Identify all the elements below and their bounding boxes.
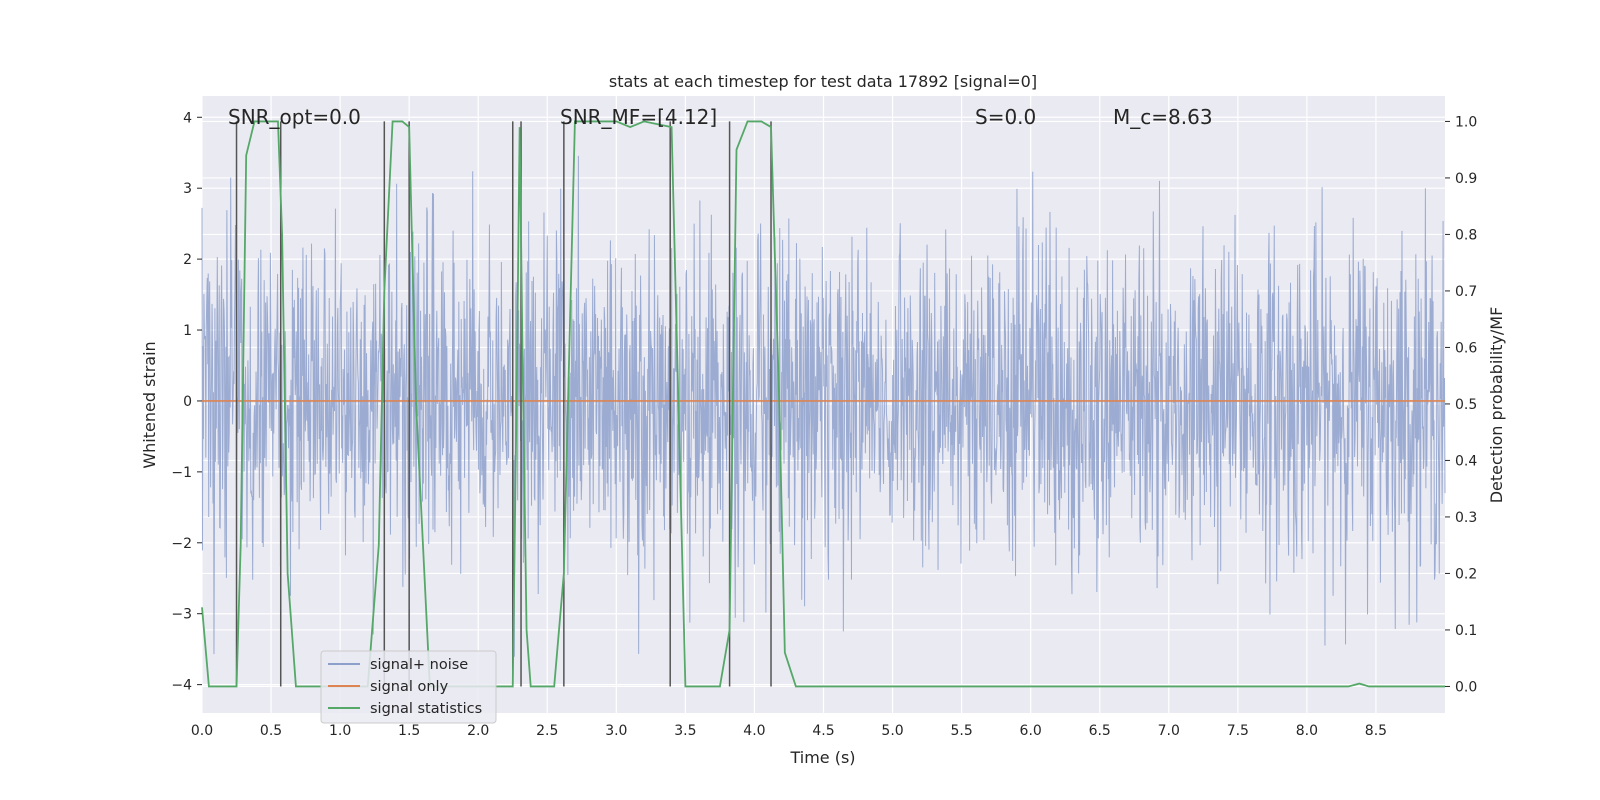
- x-axis-label: Time (s): [789, 748, 855, 767]
- x-tick-label: 0.5: [260, 723, 282, 739]
- y-tick-label: 1: [183, 323, 192, 339]
- statistics-series: [201, 120, 1445, 688]
- y2-tick-label: 0.3: [1455, 510, 1477, 526]
- x-tick-label: 5.5: [950, 723, 972, 739]
- y2-tick-label: 0.5: [1455, 397, 1477, 413]
- legend-label-signal-only: signal only: [370, 679, 449, 695]
- y2-tick-label: 0.7: [1455, 284, 1477, 300]
- x-tick-label: 3.5: [674, 723, 696, 739]
- x-tick-label: 4.5: [812, 723, 834, 739]
- y2-tick-label: 0.8: [1455, 227, 1477, 243]
- y2-tick-label: 0.4: [1455, 453, 1477, 469]
- y-tick-label: −2: [171, 536, 192, 552]
- y-tick-label: −3: [171, 607, 192, 623]
- y2-tick-label: 0.0: [1455, 679, 1477, 695]
- y-tick-labels: 4 3 2 1 0 −1 −2 −3 −4: [171, 110, 202, 694]
- legend-label-noise: signal+ noise: [370, 657, 468, 673]
- annotation-s: S=0.0: [975, 105, 1036, 129]
- x-tick-label: 6.0: [1020, 723, 1042, 739]
- y-tick-label: 4: [183, 110, 192, 126]
- x-tick-label: 8.5: [1365, 723, 1387, 739]
- vertical-markers: [235, 121, 772, 687]
- x-tick-label: 0.0: [191, 723, 213, 739]
- y-tick-label: 0: [183, 394, 192, 410]
- legend-label-statistics: signal statistics: [370, 701, 482, 717]
- y2-tick-label: 0.2: [1455, 566, 1477, 582]
- y2-tick-labels: 1.0 0.9 0.8 0.7 0.6 0.5 0.4 0.3 0.2 0.1 0.0: [1445, 114, 1477, 695]
- chart-title: stats at each timestep for test data 178…: [609, 72, 1037, 91]
- x-tick-label: 6.5: [1089, 723, 1111, 739]
- y2-tick-label: 0.6: [1455, 340, 1477, 356]
- y-axis-label: Whitened strain: [140, 341, 159, 468]
- legend-box: [320, 650, 497, 724]
- x-tick-label: 8.0: [1296, 723, 1318, 739]
- annotation-snr-mf: SNR_MF=[4.12]: [560, 105, 717, 129]
- y-tick-label: 2: [183, 252, 192, 268]
- statistics-line: [201, 120, 1445, 688]
- y2-tick-label: 0.9: [1455, 171, 1477, 187]
- x-tick-label: 7.5: [1227, 723, 1249, 739]
- x-tick-label: 1.5: [398, 723, 420, 739]
- y2-tick-label: 0.1: [1455, 623, 1477, 639]
- x-tick-label: 2.5: [536, 723, 558, 739]
- annotation-mc: M_c=8.63: [1113, 105, 1213, 129]
- y-tick-label: −4: [171, 678, 192, 694]
- x-tick-label: 2.0: [467, 723, 489, 739]
- x-tick-label: 4.0: [743, 723, 765, 739]
- x-tick-label: 1.0: [329, 723, 351, 739]
- x-tick-label: 5.0: [881, 723, 903, 739]
- y-tick-label: −1: [171, 465, 192, 481]
- y-tick-label: 3: [183, 181, 192, 197]
- y2-tick-label: 1.0: [1455, 114, 1477, 130]
- annotation-snr-opt: SNR_opt=0.0: [228, 105, 361, 129]
- legend: signal+ noise signal only signal statist…: [320, 650, 497, 724]
- y2-axis-label: Detection probability/MF: [1487, 307, 1506, 504]
- x-tick-label: 7.0: [1158, 723, 1180, 739]
- x-tick-label: 3.0: [605, 723, 627, 739]
- x-tick-labels: 0.0 0.5 1.0 1.5 2.0 2.5 3.0 3.5 4.0 4.5 5.0 5.5 6.0 6…: [191, 723, 1387, 739]
